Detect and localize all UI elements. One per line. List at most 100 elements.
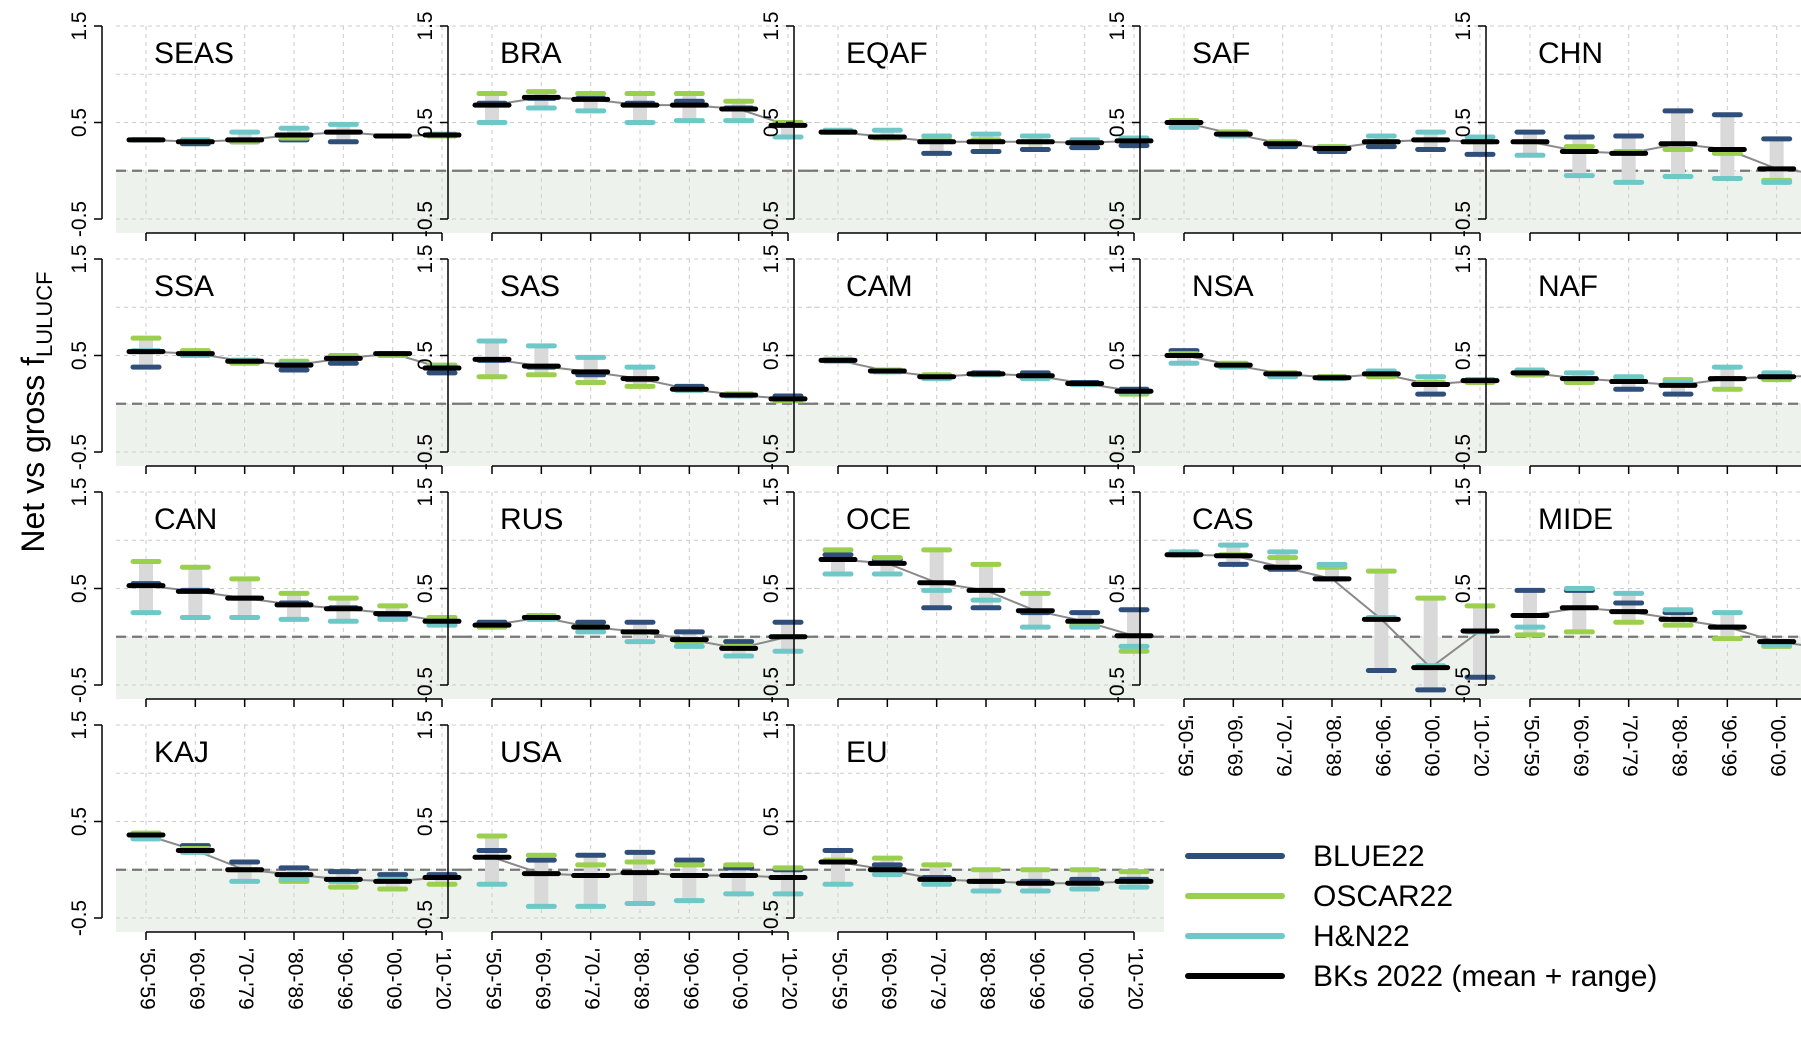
panel-seas: 1.5 0.5 -0.5 SEAS: [68, 11, 472, 241]
negative-region-shade: [1500, 170, 1801, 233]
range-bar: [237, 132, 252, 142]
panel-label-oce: OCE: [846, 503, 911, 536]
range-bar: [1572, 136, 1587, 176]
y-tick-label: 1.5: [414, 710, 437, 739]
panel-label-seas: SEAS: [154, 37, 234, 70]
panel-eu: 1.5 0.5 -0.5 EU: [760, 710, 1164, 940]
y-tick-label: 0.5: [1106, 108, 1129, 137]
panel-kaj: 1.5 0.5 -0.5 KAJ: [68, 710, 472, 940]
panel-eqaf: 1.5 0.5 -0.5 EQAF: [760, 11, 1164, 241]
range-bar: [1720, 114, 1735, 179]
x-tick-label: '00-'09: [1074, 948, 1097, 1010]
y-tick-label: -0.5: [1452, 667, 1475, 703]
panel-bra: 1.5 0.5 -0.5 BRA: [414, 11, 818, 241]
y-tick-label: -0.5: [1452, 434, 1475, 470]
range-bar: [1423, 598, 1438, 690]
range-bar: [781, 867, 795, 894]
panel-usa: 1.5 0.5 -0.5 USA: [414, 710, 818, 940]
range-bar: [979, 564, 993, 608]
panel-label-ssa: SSA: [154, 270, 214, 303]
panel-mide: 1.5 0.5 -0.5 MIDE: [1452, 477, 1801, 707]
y-tick-label: 1.5: [1106, 477, 1129, 506]
x-tick-label: '10-'20: [431, 948, 454, 1010]
range-bar: [1621, 136, 1636, 183]
x-tick-label: '60-'69: [185, 948, 208, 1010]
y-axis-title: Net vs gross fLULUCF: [15, 271, 57, 552]
x-tick-label: '00-'09: [728, 948, 751, 1010]
y-tick-label: 0.5: [760, 807, 783, 836]
y-tick-label: 1.5: [760, 477, 783, 506]
x-tick-label: '80-'89: [1321, 715, 1344, 777]
negative-region-shade: [1500, 636, 1801, 699]
y-tick-label: 1.5: [1452, 477, 1475, 506]
x-tick-label: '50-'59: [1519, 715, 1542, 777]
x-tick-label: '90-'99: [1717, 715, 1740, 777]
y-tick-label: 0.5: [1106, 574, 1129, 603]
x-tick-label: '70-'79: [926, 948, 949, 1010]
legend-label-oscar22: OSCAR22: [1313, 880, 1453, 913]
y-tick-label: -0.5: [414, 201, 437, 237]
y-tick-label: 1.5: [414, 477, 437, 506]
y-tick-label: 1.5: [68, 710, 91, 739]
panel-label-bra: BRA: [500, 37, 562, 70]
x-tick-label: '90-'99: [333, 948, 356, 1010]
x-tick-label: '00-'09: [1420, 715, 1443, 777]
x-tick-label: '50-'59: [135, 948, 158, 1010]
y-tick-label: -0.5: [68, 900, 91, 936]
y-tick-label: -0.5: [1106, 667, 1129, 703]
panel-label-can: CAN: [154, 503, 217, 536]
y-tick-label: 0.5: [760, 574, 783, 603]
y-tick-label: 1.5: [1452, 244, 1475, 273]
y-tick-label: -0.5: [760, 667, 783, 703]
range-bar: [485, 835, 499, 885]
y-tick-label: 0.5: [414, 108, 437, 137]
range-bar: [731, 864, 746, 894]
panel-label-saf: SAF: [1192, 37, 1250, 70]
range-bar: [534, 345, 549, 375]
y-tick-label: 0.5: [760, 341, 783, 370]
panel-nsa: 1.5 0.5 -0.5 NSA: [1106, 244, 1510, 474]
panel-label-eqaf: EQAF: [846, 37, 928, 70]
panel-sas: 1.5 0.5 -0.5 SAS: [414, 244, 818, 474]
y-tick-label: 0.5: [68, 341, 91, 370]
y-tick-label: 1.5: [68, 11, 91, 40]
x-tick-label: '60-'69: [877, 948, 900, 1010]
x-tick-label: '70-'79: [1272, 715, 1295, 777]
x-tick-label: '50-'59: [1173, 715, 1196, 777]
x-tick-label: '90-'99: [1371, 715, 1394, 777]
x-tick-label: '60-'69: [531, 948, 554, 1010]
y-tick-label: 0.5: [1452, 108, 1475, 137]
y-tick-label: -0.5: [1106, 434, 1129, 470]
x-tick-label: '90-'99: [679, 948, 702, 1010]
x-tick-label: '60-'69: [1223, 715, 1246, 777]
range-bar: [880, 130, 895, 138]
range-bar: [1769, 138, 1784, 183]
panel-label-nsa: NSA: [1192, 270, 1254, 303]
panel-label-usa: USA: [500, 736, 562, 769]
panel-label-mide: MIDE: [1538, 503, 1613, 536]
panel-naf: 1.5 0.5 -0.5 NAF: [1452, 244, 1801, 474]
y-tick-label: 1.5: [760, 244, 783, 273]
range-bar: [1127, 609, 1141, 652]
y-tick-label: 1.5: [1106, 11, 1129, 40]
y-tick-label: 1.5: [68, 244, 91, 273]
y-tick-label: 1.5: [68, 477, 91, 506]
range-bar: [682, 860, 697, 901]
y-tick-label: -0.5: [414, 900, 437, 936]
range-bar: [1621, 593, 1636, 623]
y-axis-title-subscript: LULUCF: [32, 271, 57, 357]
y-tick-label: -0.5: [1452, 201, 1475, 237]
y-tick-label: 1.5: [760, 710, 783, 739]
x-tick-label: '80-'89: [1667, 715, 1690, 777]
x-tick-label: '00-'09: [382, 948, 405, 1010]
y-tick-label: -0.5: [414, 667, 437, 703]
panels-layer: 1.5 0.5 -0.5 SEAS 1.5 0.5 -0.5 BRA 1.5 0.5 -0.5 EQA…: [68, 11, 1801, 940]
panel-label-cam: CAM: [846, 270, 913, 303]
x-tick-label: '60-'69: [1569, 715, 1592, 777]
y-tick-label: -0.5: [68, 667, 91, 703]
y-tick-label: 1.5: [1106, 244, 1129, 273]
y-axis-title-main: Net vs gross f: [15, 357, 51, 553]
x-tick-label: '80-'89: [283, 948, 306, 1010]
y-tick-label: -0.5: [68, 434, 91, 470]
